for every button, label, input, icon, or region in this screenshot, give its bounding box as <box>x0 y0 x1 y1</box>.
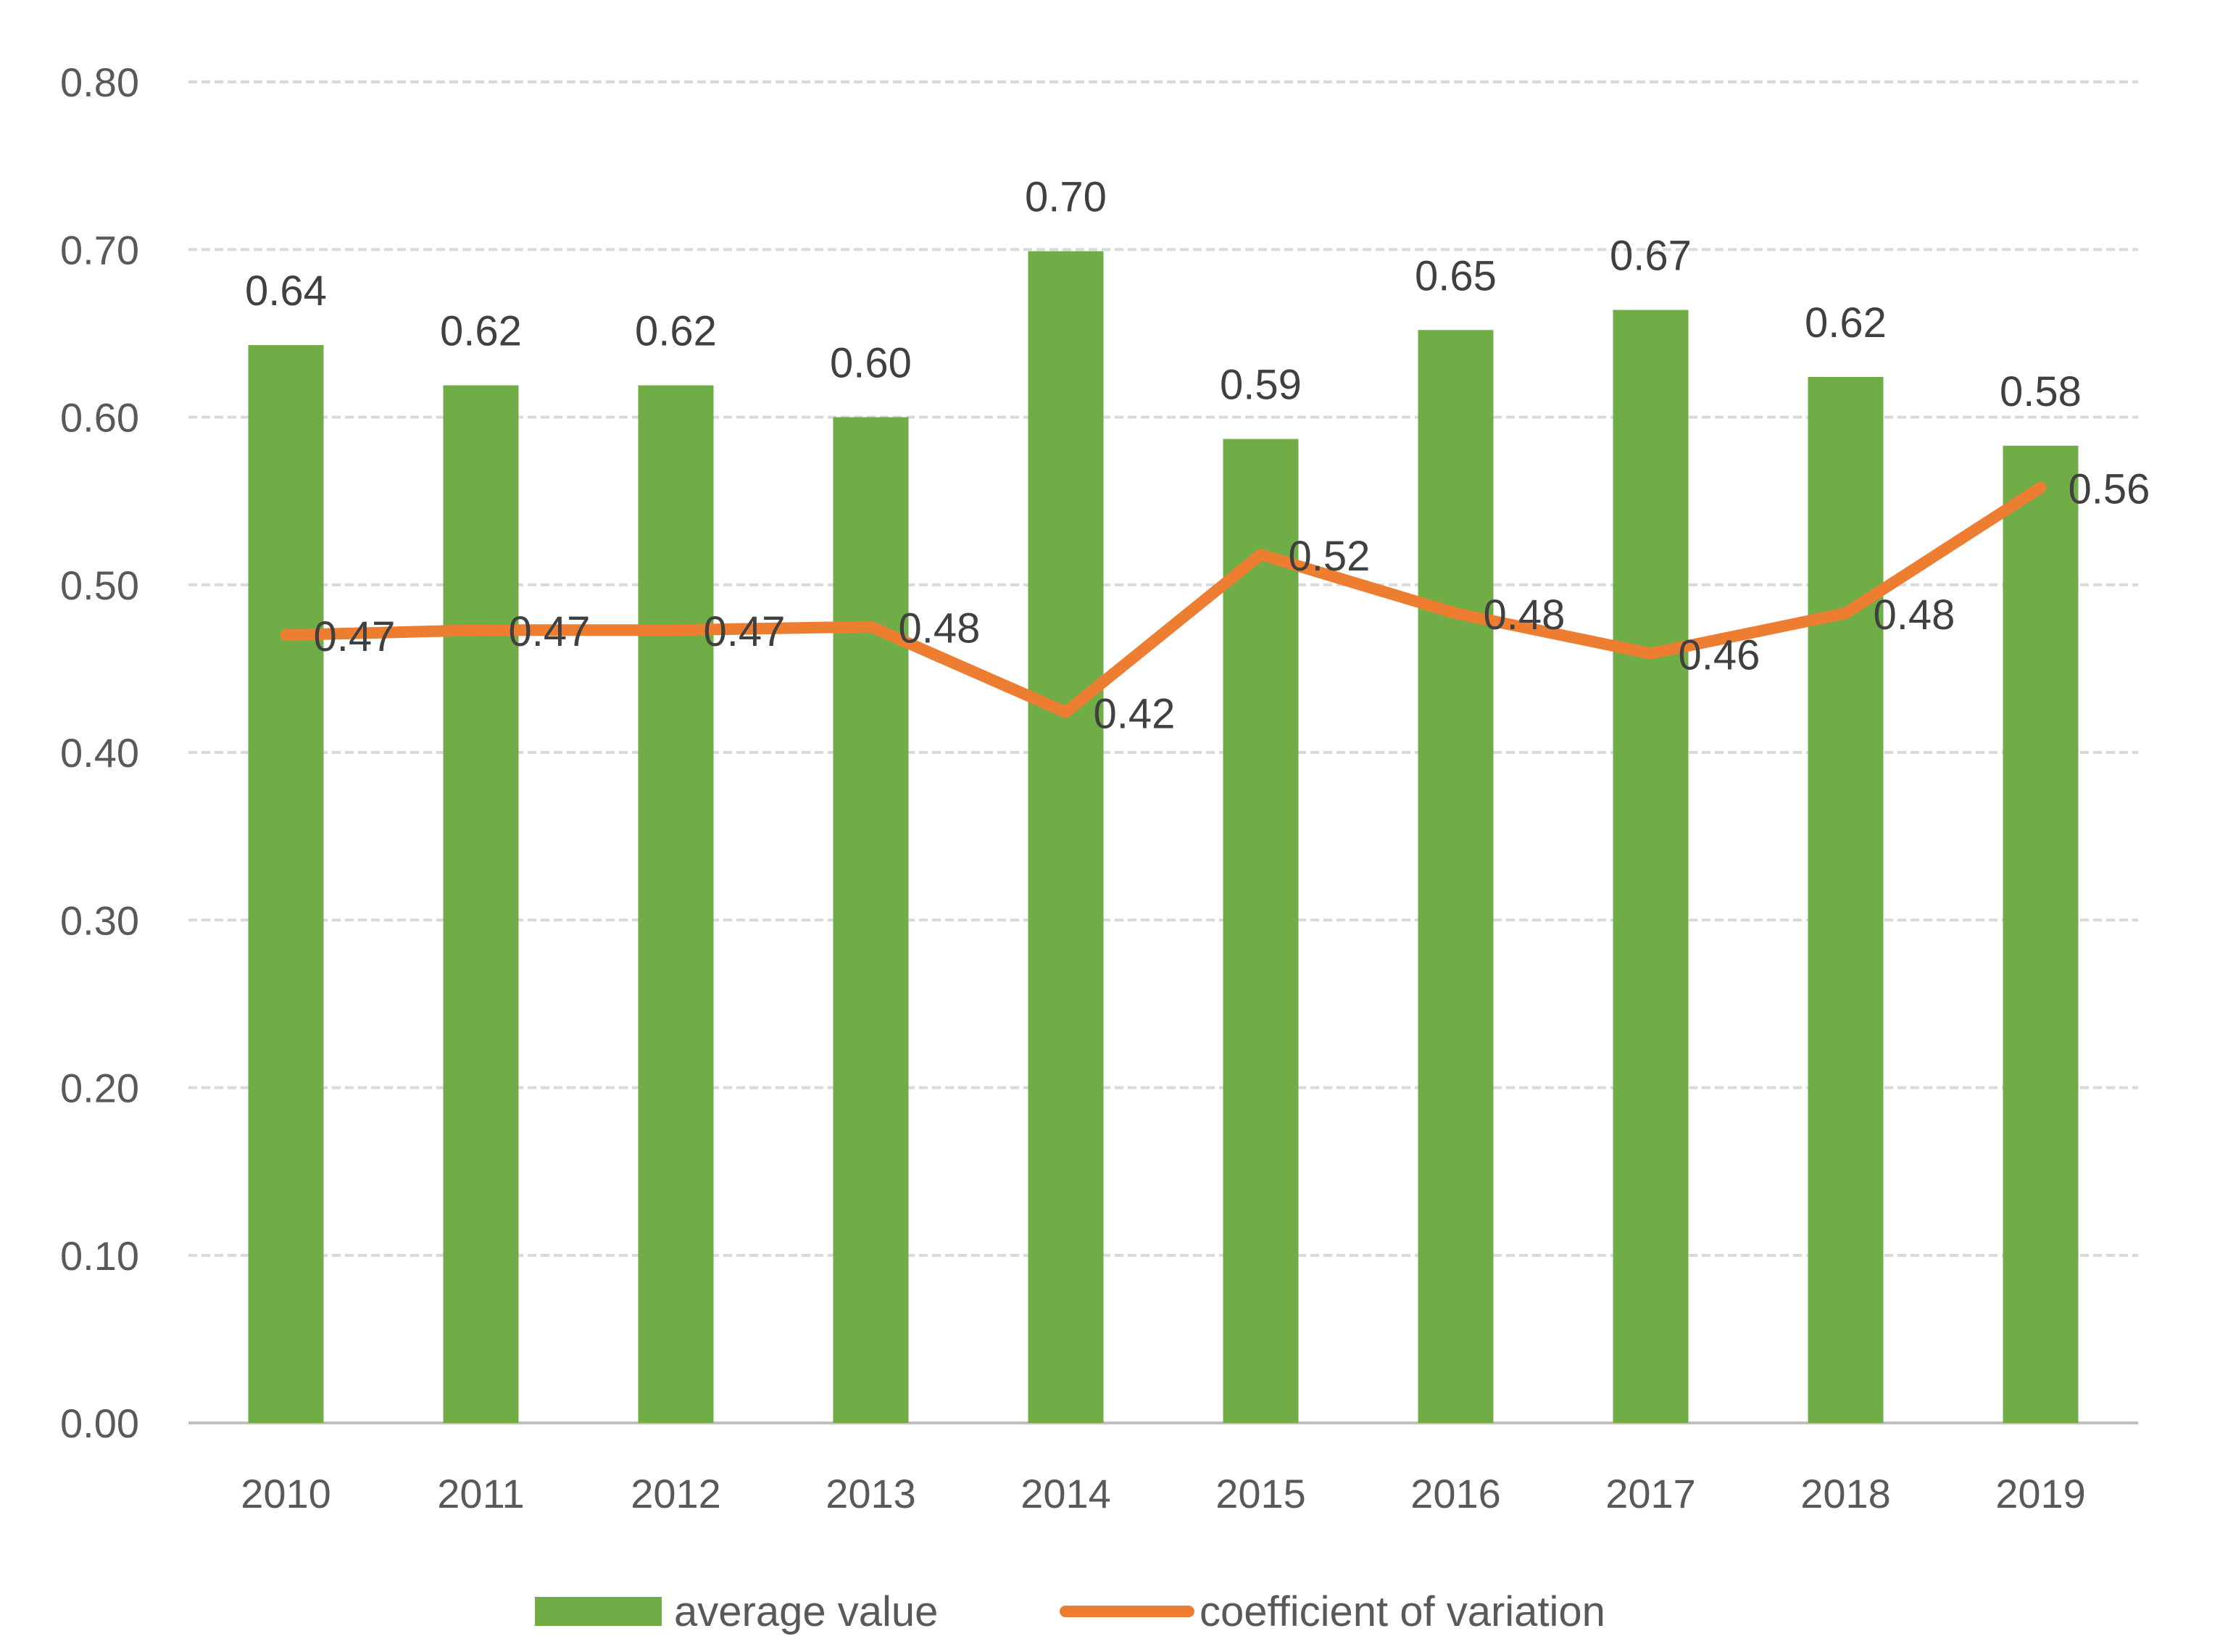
y-tick-label: 0.40 <box>60 730 139 776</box>
line-point-2018 <box>1845 613 1847 615</box>
line-point-2016 <box>1455 613 1457 615</box>
line-data-label: 0.52 <box>1289 533 1371 580</box>
bar-data-label: 0.65 <box>1415 252 1497 299</box>
y-tick-label: 0.80 <box>60 59 139 105</box>
x-tick-label: 2014 <box>1020 1471 1111 1516</box>
bar-data-label: 0.64 <box>245 267 327 315</box>
line-point-2015 <box>1260 554 1262 556</box>
line-data-label: 0.56 <box>2069 466 2150 513</box>
legend-swatch-average-value <box>535 1597 662 1626</box>
line-point-2014 <box>1065 711 1067 713</box>
coefficient-of-variation-line <box>280 481 2047 718</box>
bar-2011 <box>443 385 519 1423</box>
line-data-label: 0.42 <box>1094 691 1176 738</box>
x-axis-ticks: 2010 2011 2012 2013 2014 2015 2016 2017 2018 2019 <box>241 1471 2086 1516</box>
x-tick-label: 2018 <box>1800 1471 1891 1516</box>
bar-data-label: 0.67 <box>1610 233 1692 280</box>
x-tick-label: 2010 <box>241 1471 331 1516</box>
line-data-label: 0.48 <box>899 605 981 652</box>
bar-2018 <box>1808 377 1884 1423</box>
line-point-2017 <box>1650 652 1652 655</box>
x-tick-label: 2013 <box>826 1471 916 1516</box>
line-data-label: 0.47 <box>509 608 591 655</box>
legend-label-average-value: average value <box>674 1588 938 1635</box>
bar-series <box>248 251 2079 1423</box>
bar-2019 <box>2003 445 2079 1423</box>
line-point-2012 <box>675 629 677 631</box>
line-point-2011 <box>480 629 482 631</box>
line-data-label: 0.47 <box>704 608 786 655</box>
x-tick-label: 2019 <box>1995 1471 2086 1516</box>
y-tick-label: 0.50 <box>60 563 139 608</box>
y-tick-label: 0.30 <box>60 897 139 943</box>
bar-2013 <box>833 417 909 1423</box>
line-data-label: 0.48 <box>1874 592 1955 639</box>
bar-2012 <box>638 385 714 1423</box>
bar-data-label: 0.58 <box>2000 368 2082 415</box>
bar-2016 <box>1418 330 1494 1423</box>
line-data-label: 0.46 <box>1679 632 1760 679</box>
data-labels: 0.64 0.62 0.62 0.60 0.70 0.59 0.65 0.67 0.62 0.58… <box>245 174 2150 738</box>
bar-data-label: 0.62 <box>1805 299 1887 346</box>
line-point-2019 <box>2040 486 2042 489</box>
bar-data-label: 0.70 <box>1025 174 1107 221</box>
x-tick-label: 2016 <box>1410 1471 1501 1516</box>
bar-2010 <box>248 345 324 1423</box>
line-point-2013 <box>870 626 872 628</box>
y-tick-label: 0.00 <box>60 1400 139 1446</box>
x-tick-label: 2011 <box>437 1471 524 1516</box>
y-tick-label: 0.70 <box>60 227 139 273</box>
bar-data-label: 0.60 <box>830 340 912 387</box>
x-tick-label: 2015 <box>1215 1471 1306 1516</box>
y-axis-ticks: 0.00 0.10 0.20 0.30 0.40 0.50 0.60 0.70 0.80 <box>60 59 139 1446</box>
x-tick-label: 2017 <box>1605 1471 1696 1516</box>
y-tick-label: 0.60 <box>60 395 139 441</box>
y-tick-label: 0.20 <box>60 1066 139 1111</box>
bar-data-label: 0.62 <box>440 308 522 355</box>
bar-data-label: 0.62 <box>635 308 717 355</box>
line-point-2010 <box>285 634 287 636</box>
bar-data-label: 0.59 <box>1220 362 1302 409</box>
line-data-label: 0.48 <box>1484 592 1566 639</box>
legend-label-coefficient-of-variation: coefficient of variation <box>1200 1588 1605 1635</box>
y-tick-label: 0.10 <box>60 1233 139 1279</box>
line-data-label: 0.47 <box>314 613 396 660</box>
legend: average value coefficient of variation <box>535 1588 1605 1635</box>
bar-2017 <box>1613 310 1689 1423</box>
x-tick-label: 2012 <box>631 1471 721 1516</box>
bar-2014 <box>1028 251 1104 1423</box>
line-series <box>280 481 2047 718</box>
bar-2015 <box>1223 439 1299 1423</box>
